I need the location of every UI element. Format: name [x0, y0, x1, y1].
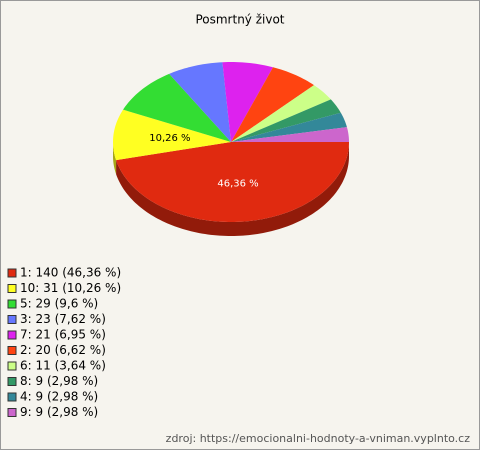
slice-side: [113, 142, 117, 175]
legend-swatch: [7, 330, 17, 340]
data-label: 46,36 %: [217, 178, 258, 189]
source: zdroj: https://emocionalni-hodnoty-a-vni…: [166, 432, 471, 445]
slice: [231, 112, 347, 142]
legend-swatch: [7, 392, 17, 402]
slice: [231, 127, 349, 142]
legend-swatch: [7, 315, 17, 324]
slice: [123, 73, 231, 142]
legend-swatch: [7, 299, 17, 309]
legend-swatch: [7, 268, 17, 278]
data-label: 10,26 %: [149, 133, 190, 144]
legend-swatch: [7, 361, 17, 371]
legend-label: 3: 23 (7,62 %): [20, 312, 106, 326]
legend-label: 2: 20 (6,62 %): [20, 343, 106, 357]
slice: [231, 99, 341, 142]
legend-swatch: [7, 346, 17, 355]
legend-label: 7: 21 (6,95 %): [20, 328, 106, 342]
legend-label: 5: 29 (9,6 %): [20, 297, 98, 311]
slice: [169, 62, 231, 142]
legend-label: 1: 140 (46,36 %): [20, 266, 121, 280]
legend-swatch: [7, 284, 17, 293]
chart-title: Posmrtný život: [195, 13, 284, 27]
legend-swatch: [7, 377, 17, 386]
slice: [231, 85, 331, 142]
slice: [113, 109, 231, 161]
legend-swatch: [7, 408, 17, 417]
slice-side: [116, 142, 349, 236]
legend-label: 8: 9 (2,98 %): [20, 374, 98, 388]
legend-label: 4: 9 (2,98 %): [20, 390, 98, 404]
slice: [116, 142, 349, 222]
legend-label: 10: 31 (10,26 %): [20, 281, 121, 295]
legend-label: 6: 11 (3,64 %): [20, 359, 106, 373]
slice: [231, 67, 315, 142]
slice: [222, 62, 274, 142]
legend-label: 9: 9 (2,98 %): [20, 405, 98, 419]
